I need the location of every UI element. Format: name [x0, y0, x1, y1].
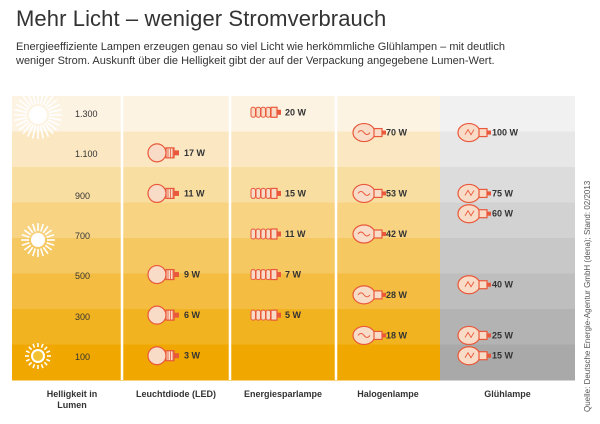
wattage-label: 15 W — [285, 188, 307, 198]
cfl-bulb-icon — [250, 228, 281, 240]
incandescent-bulb-icon — [457, 204, 491, 224]
led-bulb-icon — [147, 264, 179, 285]
column-label: Leuchtdiode (LED) — [136, 389, 216, 399]
wattage-label: 28 W — [386, 290, 408, 300]
incandescent-bulb-icon — [457, 122, 491, 143]
wattage-label: 3 W — [184, 351, 201, 361]
incandescent-bulb-icon — [457, 346, 491, 366]
wattage-label: 53 W — [386, 188, 408, 198]
wattage-label: 60 W — [492, 209, 514, 219]
halogen-bulb-icon — [352, 285, 386, 305]
wattage-label: 15 W — [492, 351, 514, 361]
lumen-tick-label: 1.100 — [75, 149, 98, 159]
incandescent-bulb-icon — [457, 325, 491, 346]
wattage-label: 7 W — [285, 270, 302, 280]
wattage-label: 25 W — [492, 330, 514, 340]
wattage-label: 20 W — [285, 107, 307, 117]
wattage-label: 17 W — [184, 148, 206, 158]
lumen-tick-label: 700 — [75, 231, 90, 241]
wattage-label: 5 W — [285, 310, 302, 320]
wattage-label: 100 W — [492, 128, 519, 138]
halogen-bulb-icon — [352, 122, 386, 143]
led-bulb-icon — [147, 346, 179, 366]
incandescent-bulb-icon — [457, 275, 491, 295]
column-label: Energiesparlampe — [244, 389, 322, 399]
led-bulb-icon — [147, 183, 179, 204]
chart-title: Mehr Licht – weniger Stromverbrauch — [16, 6, 387, 31]
halogen-bulb-icon — [352, 325, 386, 346]
cfl-bulb-icon — [250, 187, 281, 200]
halogen-bulb-icon — [352, 183, 386, 204]
brightness-band — [12, 344, 440, 381]
wattage-label: 6 W — [184, 310, 201, 320]
incandescent-bulb-icon — [457, 183, 491, 204]
lumen-tick-label: 500 — [75, 271, 90, 281]
led-bulb-icon — [147, 143, 179, 163]
wattage-label: 9 W — [184, 270, 201, 280]
sun-icon-large — [14, 91, 62, 139]
wattage-label: 18 W — [386, 330, 408, 340]
cfl-bulb-icon — [250, 106, 281, 118]
sun-icon-medium — [21, 223, 55, 257]
row-header-label: Helligkeit in Lumen — [47, 389, 98, 410]
wattage-label: 40 W — [492, 280, 514, 290]
wattage-label: 42 W — [386, 229, 408, 239]
halogen-bulb-icon — [352, 224, 386, 244]
wattage-label: 75 W — [492, 188, 514, 198]
lumen-tick-label: 300 — [75, 312, 90, 322]
cfl-bulb-icon — [250, 268, 281, 281]
lumen-tick-label: 1.300 — [75, 109, 98, 119]
sun-core — [33, 351, 43, 361]
cfl-bulb-icon — [250, 309, 281, 321]
chart-subtitle: Energieeffiziente Lampen erzeugen genau … — [16, 41, 505, 67]
led-bulb-icon — [147, 305, 179, 325]
lumen-tick-label: 900 — [75, 191, 90, 201]
wattage-label: 70 W — [386, 128, 408, 138]
lumen-tick-label: 100 — [75, 352, 90, 362]
column-label: Halogenlampe — [357, 389, 419, 399]
column-label: Glühlampe — [484, 389, 531, 399]
wattage-label: 11 W — [184, 188, 205, 198]
brightness-band — [12, 238, 440, 274]
brightness-band-gray — [440, 238, 575, 274]
wattage-label: 11 W — [285, 229, 306, 239]
